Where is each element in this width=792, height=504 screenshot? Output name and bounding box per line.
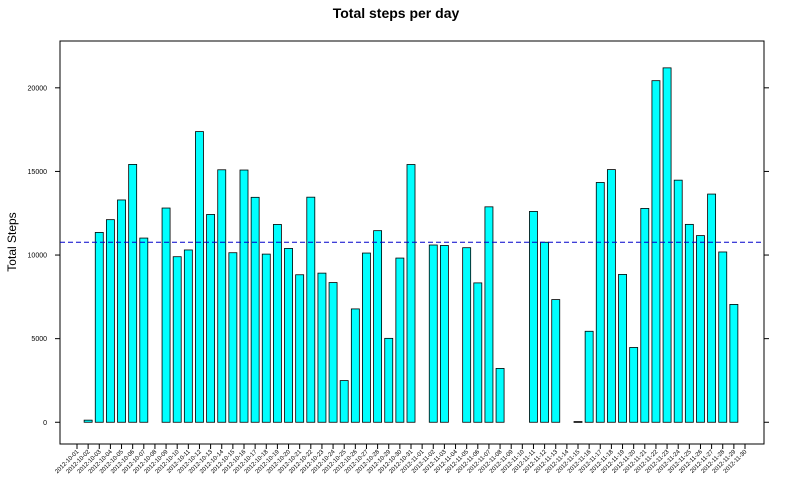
bar	[584, 330, 594, 423]
y-tick-label: 0	[43, 420, 47, 427]
bar	[551, 299, 561, 423]
y-tick-label: 5000	[31, 336, 47, 343]
y-tick-label: 15000	[28, 169, 48, 176]
bar	[105, 219, 115, 423]
bar	[473, 282, 483, 423]
bar	[339, 380, 349, 423]
bar	[406, 164, 416, 423]
bar	[272, 224, 282, 423]
bar	[284, 248, 293, 423]
bar	[239, 169, 249, 423]
bar	[718, 251, 728, 423]
y-tick-label: 20000	[28, 85, 48, 92]
bar	[595, 182, 605, 423]
bar	[228, 252, 238, 423]
bar	[696, 235, 705, 423]
bar	[362, 252, 371, 423]
bar	[618, 274, 627, 423]
bar	[183, 249, 193, 423]
bar	[640, 208, 650, 423]
bar	[384, 337, 394, 423]
bar	[651, 80, 661, 423]
bar	[573, 421, 583, 423]
bar	[206, 214, 216, 423]
bar	[373, 230, 383, 423]
y-axis-label: Total Steps	[5, 212, 19, 271]
bar	[495, 368, 505, 423]
bar	[729, 304, 739, 423]
bar	[172, 256, 182, 423]
bar	[295, 274, 305, 423]
bar	[707, 193, 717, 423]
bar	[350, 308, 360, 423]
bar	[428, 244, 438, 423]
bar	[540, 241, 550, 423]
bar	[317, 272, 327, 423]
bar	[306, 196, 316, 423]
bar	[606, 169, 616, 423]
bar	[629, 347, 639, 423]
bar	[250, 196, 260, 423]
bar	[529, 211, 538, 423]
chart-title: Total steps per day	[333, 5, 460, 21]
bar	[462, 247, 472, 423]
bar	[439, 245, 449, 423]
bar	[128, 164, 138, 423]
bar	[484, 206, 494, 423]
bar	[684, 223, 694, 423]
bar	[139, 237, 149, 423]
bar	[217, 169, 227, 423]
bar	[195, 131, 204, 423]
bar	[261, 253, 271, 423]
bar	[161, 207, 171, 423]
bar	[83, 419, 93, 423]
bar	[395, 257, 405, 423]
bar	[94, 232, 104, 423]
bar	[662, 67, 672, 423]
bar	[328, 282, 338, 423]
y-tick-label: 10000	[28, 253, 48, 260]
bar	[673, 179, 683, 423]
bar	[117, 199, 126, 423]
